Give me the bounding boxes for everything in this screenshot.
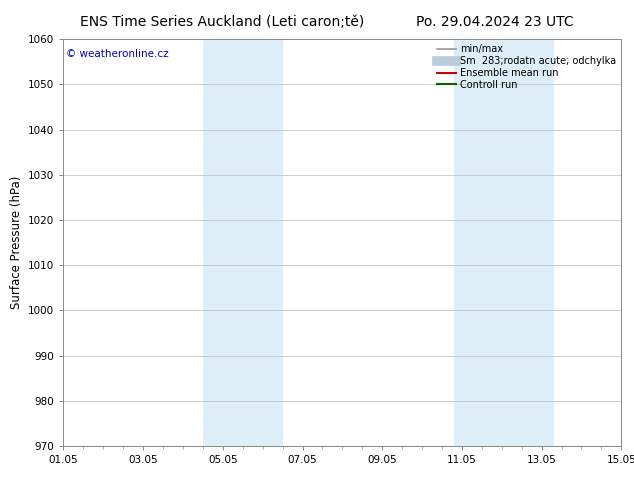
Legend: min/max, Sm  283;rodatn acute; odchylka, Ensemble mean run, Controll run: min/max, Sm 283;rodatn acute; odchylka, …: [437, 44, 616, 90]
Text: ENS Time Series Auckland (Leti caron;tě): ENS Time Series Auckland (Leti caron;tě): [80, 15, 364, 29]
Bar: [454, 39, 553, 446]
Y-axis label: Surface Pressure (hPa): Surface Pressure (hPa): [10, 176, 23, 309]
Text: Po. 29.04.2024 23 UTC: Po. 29.04.2024 23 UTC: [416, 15, 573, 29]
Text: © weatheronline.cz: © weatheronline.cz: [66, 49, 169, 59]
Bar: [203, 39, 283, 446]
